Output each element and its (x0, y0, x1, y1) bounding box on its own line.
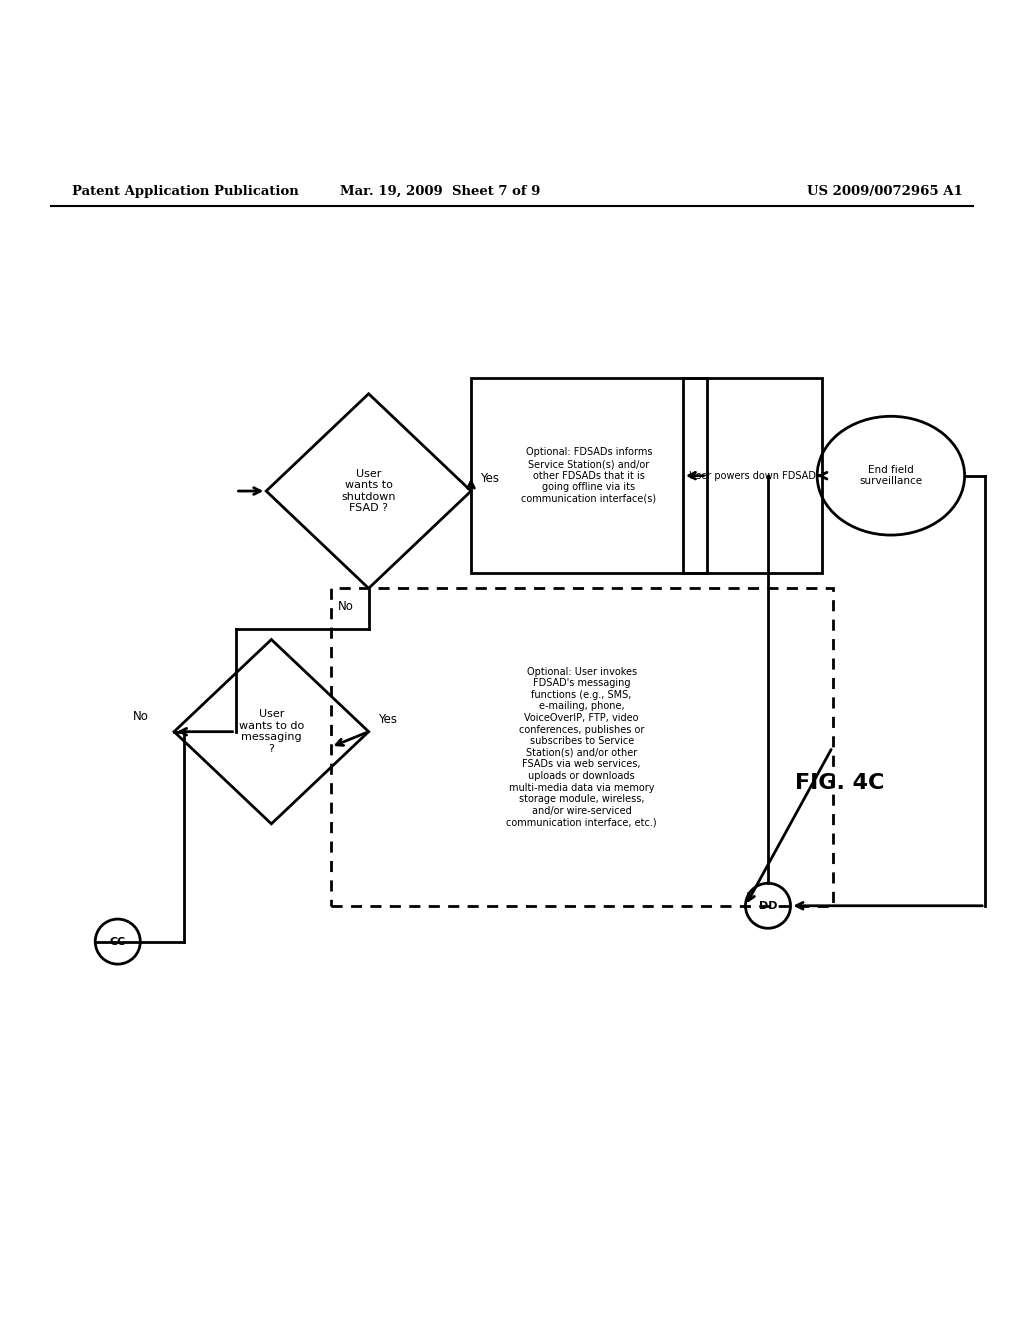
Text: Yes: Yes (378, 713, 396, 726)
Text: Yes: Yes (480, 473, 499, 486)
Text: Optional: User invokes
FDSAD's messaging
functions (e.g., SMS,
e-mailing, phone,: Optional: User invokes FDSAD's messaging… (506, 667, 657, 828)
Text: User powers down FDSAD: User powers down FDSAD (689, 471, 816, 480)
Text: US 2009/0072965 A1: US 2009/0072965 A1 (807, 185, 963, 198)
Text: DD: DD (759, 900, 777, 911)
Text: User
wants to
shutdown
FSAD ?: User wants to shutdown FSAD ? (341, 469, 396, 513)
Text: User
wants to do
messaging
?: User wants to do messaging ? (239, 709, 304, 754)
Text: Patent Application Publication: Patent Application Publication (72, 185, 298, 198)
Text: FIG. 4C: FIG. 4C (795, 774, 885, 793)
Text: Mar. 19, 2009  Sheet 7 of 9: Mar. 19, 2009 Sheet 7 of 9 (340, 185, 541, 198)
Bar (471, 379, 707, 573)
Bar (683, 379, 822, 573)
Text: Optional: FDSADs informs
Service Station(s) and/or
other FDSADs that it is
going: Optional: FDSADs informs Service Station… (521, 447, 656, 504)
Text: End field
surveillance: End field surveillance (859, 465, 923, 487)
Text: CC: CC (110, 937, 126, 946)
Text: No: No (132, 710, 148, 723)
Text: No: No (337, 601, 353, 614)
Bar (331, 589, 833, 906)
